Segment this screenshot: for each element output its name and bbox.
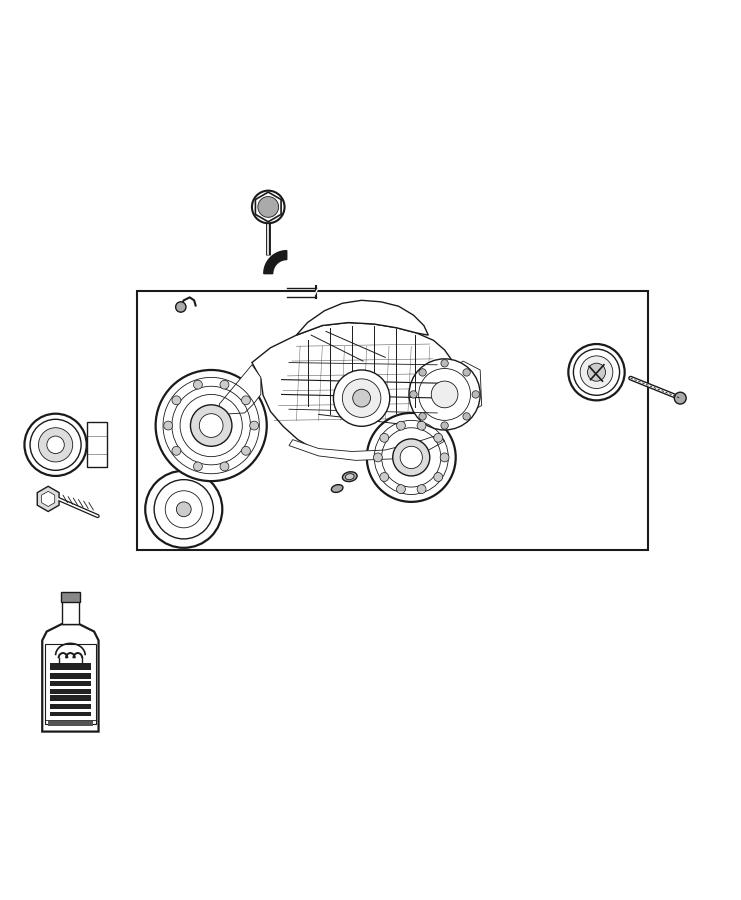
Circle shape	[172, 446, 181, 455]
Circle shape	[333, 370, 390, 427]
Circle shape	[393, 439, 430, 476]
Polygon shape	[296, 301, 428, 335]
Circle shape	[39, 428, 73, 462]
Polygon shape	[252, 322, 458, 459]
Circle shape	[145, 471, 222, 548]
Polygon shape	[264, 251, 287, 274]
Bar	[50, 696, 91, 701]
Circle shape	[441, 422, 448, 429]
Circle shape	[419, 369, 426, 376]
Circle shape	[400, 446, 422, 469]
Circle shape	[588, 364, 605, 382]
Circle shape	[409, 359, 480, 430]
Circle shape	[463, 413, 471, 420]
Bar	[50, 681, 91, 687]
Polygon shape	[289, 436, 445, 461]
Ellipse shape	[342, 472, 357, 482]
Bar	[50, 673, 91, 679]
Polygon shape	[42, 624, 99, 732]
Bar	[48, 721, 93, 726]
Polygon shape	[37, 486, 59, 511]
Circle shape	[258, 196, 279, 217]
Circle shape	[176, 502, 191, 517]
Circle shape	[190, 405, 232, 446]
Bar	[45, 644, 96, 724]
Circle shape	[433, 472, 442, 482]
Circle shape	[568, 344, 625, 400]
Circle shape	[342, 379, 381, 418]
Bar	[137, 291, 648, 550]
Circle shape	[417, 421, 426, 430]
Circle shape	[220, 462, 229, 471]
Circle shape	[193, 462, 202, 471]
Circle shape	[156, 370, 267, 482]
Circle shape	[380, 434, 389, 442]
Ellipse shape	[345, 473, 354, 480]
Circle shape	[396, 421, 405, 430]
Circle shape	[24, 414, 87, 476]
Circle shape	[242, 446, 250, 455]
Circle shape	[164, 421, 173, 430]
Circle shape	[431, 381, 458, 408]
Circle shape	[410, 391, 417, 398]
Circle shape	[353, 389, 370, 407]
Circle shape	[250, 421, 259, 430]
Bar	[50, 689, 91, 694]
Bar	[87, 422, 107, 467]
Circle shape	[396, 485, 405, 493]
Polygon shape	[452, 361, 482, 411]
Polygon shape	[41, 491, 55, 507]
Polygon shape	[219, 364, 261, 414]
Circle shape	[440, 453, 449, 462]
Circle shape	[199, 414, 223, 437]
Circle shape	[193, 380, 202, 389]
Ellipse shape	[331, 484, 343, 492]
Circle shape	[463, 369, 471, 376]
Circle shape	[419, 413, 426, 420]
Circle shape	[176, 302, 186, 312]
Circle shape	[242, 396, 250, 405]
Circle shape	[252, 191, 285, 223]
Circle shape	[580, 356, 613, 389]
Bar	[50, 663, 91, 670]
Circle shape	[674, 392, 686, 404]
Circle shape	[172, 396, 181, 405]
Circle shape	[367, 413, 456, 502]
Circle shape	[373, 453, 382, 462]
Circle shape	[380, 472, 389, 482]
Bar	[50, 712, 91, 716]
Circle shape	[220, 380, 229, 389]
Bar	[61, 591, 80, 602]
Circle shape	[441, 360, 448, 367]
Circle shape	[47, 436, 64, 454]
Polygon shape	[256, 192, 281, 221]
Bar	[50, 704, 91, 708]
Circle shape	[472, 391, 479, 398]
Circle shape	[417, 485, 426, 493]
Bar	[62, 600, 79, 624]
Circle shape	[433, 434, 442, 442]
